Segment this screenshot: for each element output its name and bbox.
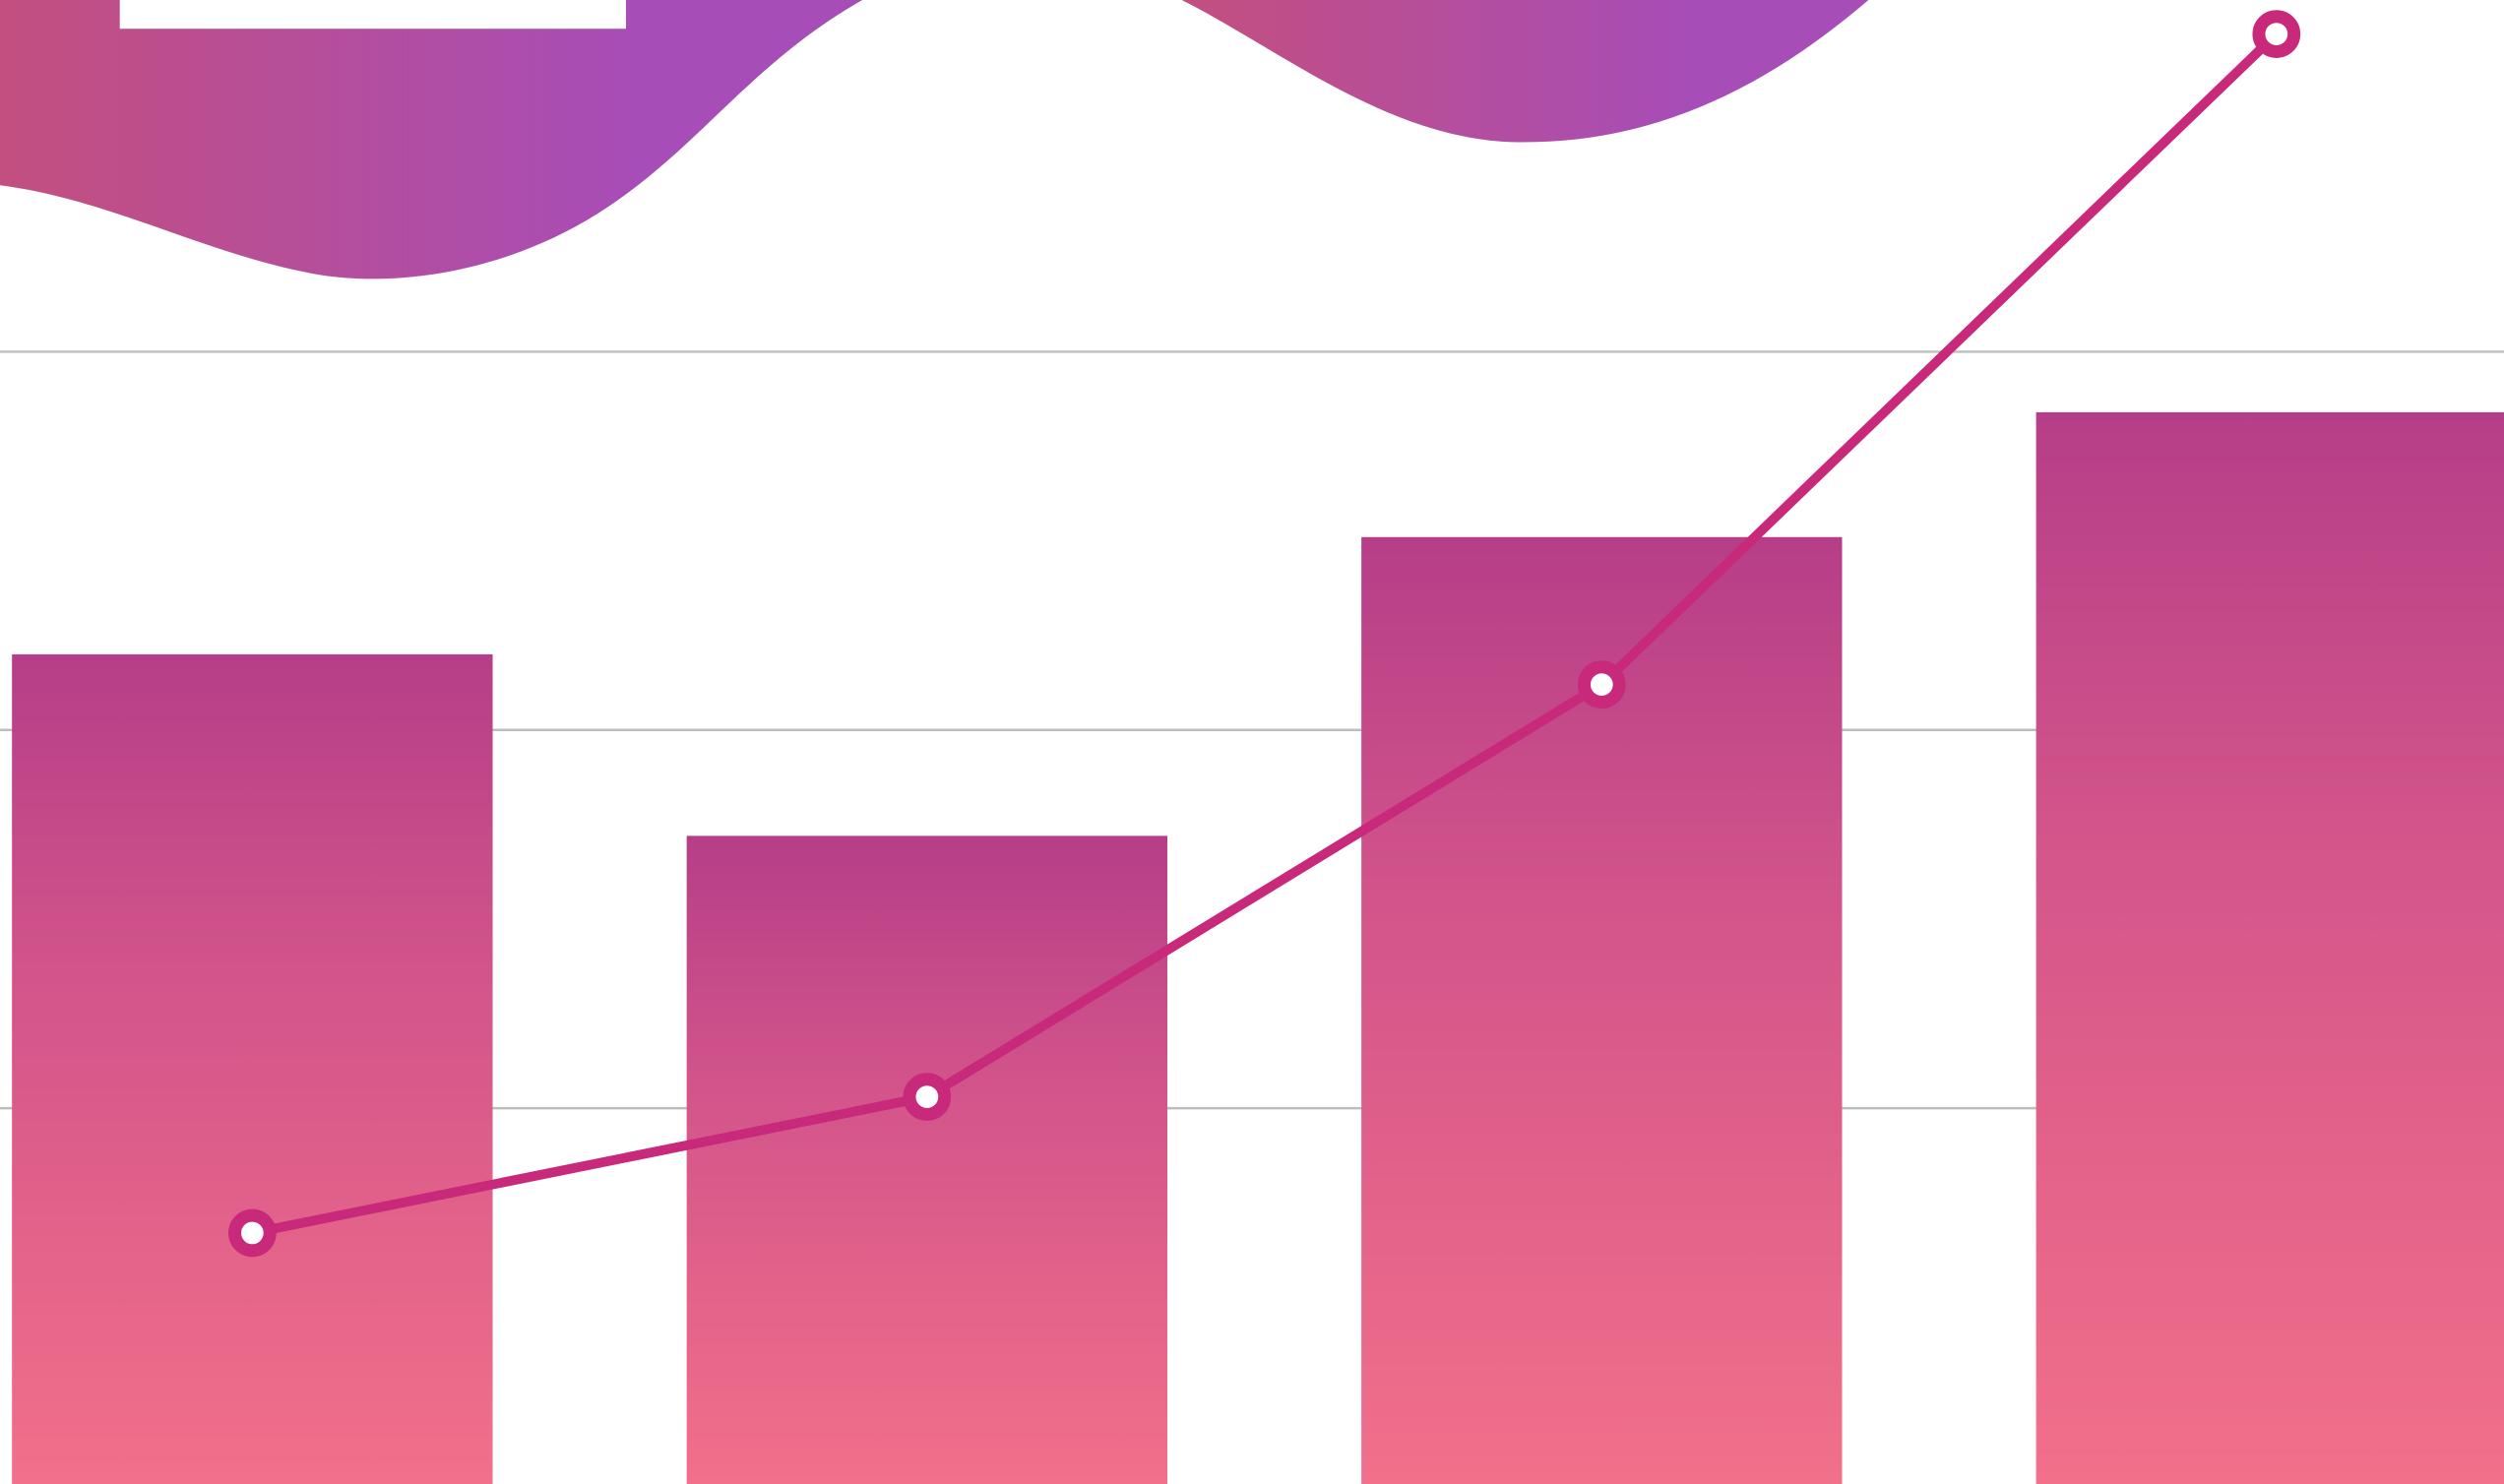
chart bbox=[0, 0, 2504, 1484]
title-box bbox=[120, 0, 626, 29]
bar bbox=[2036, 412, 2504, 1484]
background-wave bbox=[0, 0, 862, 278]
bar bbox=[12, 654, 492, 1484]
bar bbox=[687, 835, 1167, 1484]
line-marker bbox=[1584, 667, 1619, 703]
background-wave bbox=[1182, 0, 1869, 143]
page: {"chart_data": {"type": "bar-line", "cat… bbox=[0, 0, 2504, 1484]
line-marker bbox=[235, 1215, 271, 1251]
line-marker bbox=[2259, 17, 2294, 52]
line-marker bbox=[909, 1080, 945, 1115]
